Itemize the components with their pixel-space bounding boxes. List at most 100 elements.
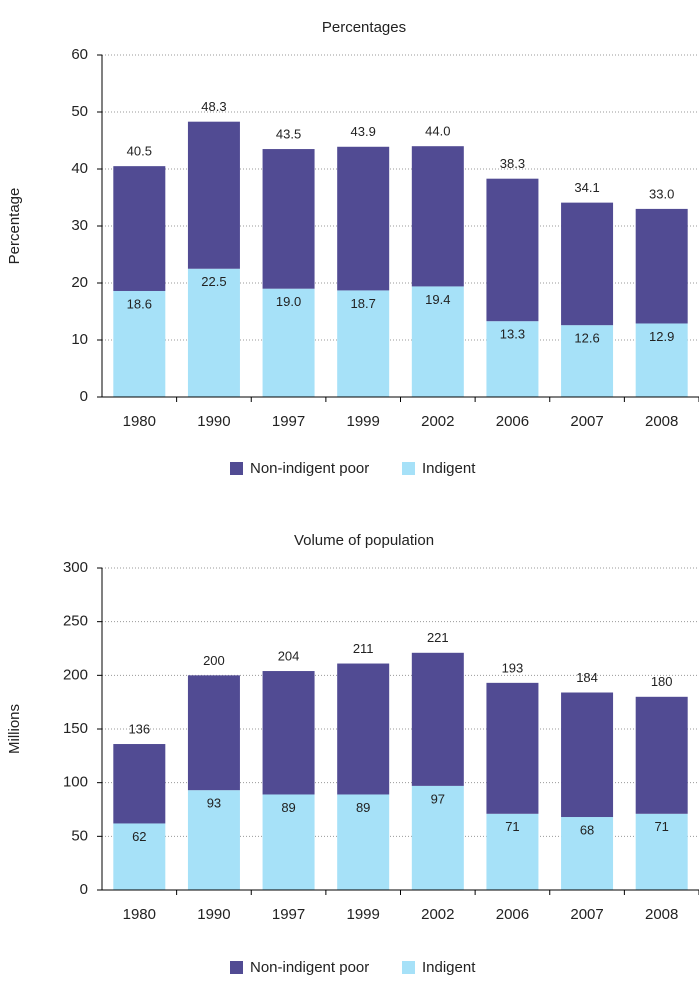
x-tick-label: 2006	[496, 906, 529, 923]
value-label: 18.7	[351, 296, 376, 311]
bar-segment	[187, 121, 240, 269]
total-label: 34.1	[574, 180, 599, 195]
x-tick-label: 2007	[570, 906, 603, 923]
value-label: 13.3	[500, 327, 525, 342]
bar-segment	[187, 790, 240, 890]
bar-segment	[486, 321, 539, 397]
value-label: 68	[580, 822, 594, 837]
bar-segment	[635, 323, 688, 397]
total-label: 221	[427, 630, 449, 645]
total-label: 44.0	[425, 124, 450, 139]
value-label: 89	[281, 800, 295, 815]
value-label: 19.0	[276, 294, 301, 309]
total-label: 43.5	[276, 126, 301, 141]
x-tick-label: 1980	[123, 413, 156, 430]
value-label: 97	[431, 791, 445, 806]
total-label: 200	[203, 653, 225, 668]
bar-segment	[411, 146, 464, 287]
bar-segment	[337, 290, 390, 397]
y-tick-label: 0	[80, 388, 88, 405]
bar-segment	[187, 675, 240, 791]
y-tick-label: 300	[63, 559, 88, 576]
y-tick-label: 200	[63, 666, 88, 683]
bar-segment	[262, 671, 315, 795]
value-label: 18.6	[127, 296, 152, 311]
x-tick-label: 1997	[272, 906, 305, 923]
value-label: 19.4	[425, 292, 450, 307]
x-tick-label: 2008	[645, 906, 678, 923]
bar-segment	[337, 663, 390, 795]
bar-segment	[113, 744, 166, 824]
bar-segment	[113, 823, 166, 890]
bar-segment	[262, 288, 315, 397]
y-tick-label: 40	[71, 160, 88, 177]
total-label: 184	[576, 670, 598, 685]
bar-segment	[486, 813, 539, 890]
value-label: 89	[356, 800, 370, 815]
chart-title: Percentages	[322, 19, 406, 36]
value-label: 71	[505, 819, 519, 834]
x-tick-label: 2002	[421, 413, 454, 430]
bar-segment	[561, 692, 614, 818]
legend-swatch	[402, 462, 415, 475]
y-tick-label: 60	[71, 46, 88, 63]
total-label: 136	[128, 721, 150, 736]
x-tick-label: 2008	[645, 413, 678, 430]
value-label: 12.9	[649, 329, 674, 344]
y-tick-label: 100	[63, 774, 88, 791]
y-tick-label: 50	[71, 827, 88, 844]
x-tick-label: 1999	[347, 413, 380, 430]
y-tick-label: 20	[71, 274, 88, 291]
y-tick-label: 10	[71, 331, 88, 348]
bar-segment	[411, 652, 464, 786]
bar-segment	[113, 166, 166, 291]
bar-segment	[635, 208, 688, 324]
x-tick-label: 1999	[347, 906, 380, 923]
bar-segment	[262, 149, 315, 289]
x-tick-label: 1997	[272, 413, 305, 430]
bar-segment	[187, 268, 240, 397]
x-tick-label: 1990	[197, 906, 230, 923]
bar-segment	[561, 202, 614, 326]
value-label: 93	[207, 796, 221, 811]
x-tick-label: 2002	[421, 906, 454, 923]
bar-segment	[337, 794, 390, 890]
value-label: 12.6	[574, 331, 599, 346]
total-label: 211	[353, 641, 374, 656]
bar-segment	[486, 178, 539, 322]
value-label: 62	[132, 829, 146, 844]
total-label: 40.5	[127, 144, 152, 159]
legend-swatch	[230, 961, 243, 974]
x-tick-label: 2006	[496, 413, 529, 430]
y-tick-label: 250	[63, 613, 88, 630]
bar-segment	[337, 146, 390, 291]
value-label: 71	[654, 819, 668, 834]
bar-segment	[635, 696, 688, 814]
value-label: 22.5	[201, 274, 226, 289]
legend-label: Indigent	[422, 959, 476, 976]
bar-segment	[411, 785, 464, 890]
total-label: 204	[278, 648, 300, 663]
y-tick-label: 150	[63, 720, 88, 737]
total-label: 180	[651, 674, 673, 689]
bar-segment	[262, 794, 315, 890]
legend-label: Indigent	[422, 460, 476, 477]
legend-swatch	[230, 462, 243, 475]
legend-swatch	[402, 961, 415, 974]
y-tick-label: 0	[80, 881, 88, 898]
total-label: 33.0	[649, 186, 674, 201]
total-label: 48.3	[201, 99, 226, 114]
total-label: 193	[502, 660, 524, 675]
y-axis-title: Millions	[6, 704, 23, 754]
x-tick-label: 1990	[197, 413, 230, 430]
bar-segment	[486, 682, 539, 814]
chart-title: Volume of population	[294, 532, 434, 549]
bar-segment	[113, 290, 166, 397]
bar-segment	[561, 817, 614, 890]
bar-segment	[561, 325, 614, 397]
bar-segment	[635, 813, 688, 890]
y-axis-title: Percentage	[6, 188, 23, 265]
total-label: 38.3	[500, 156, 525, 171]
x-tick-label: 2007	[570, 413, 603, 430]
legend-label: Non-indigent poor	[250, 959, 369, 976]
